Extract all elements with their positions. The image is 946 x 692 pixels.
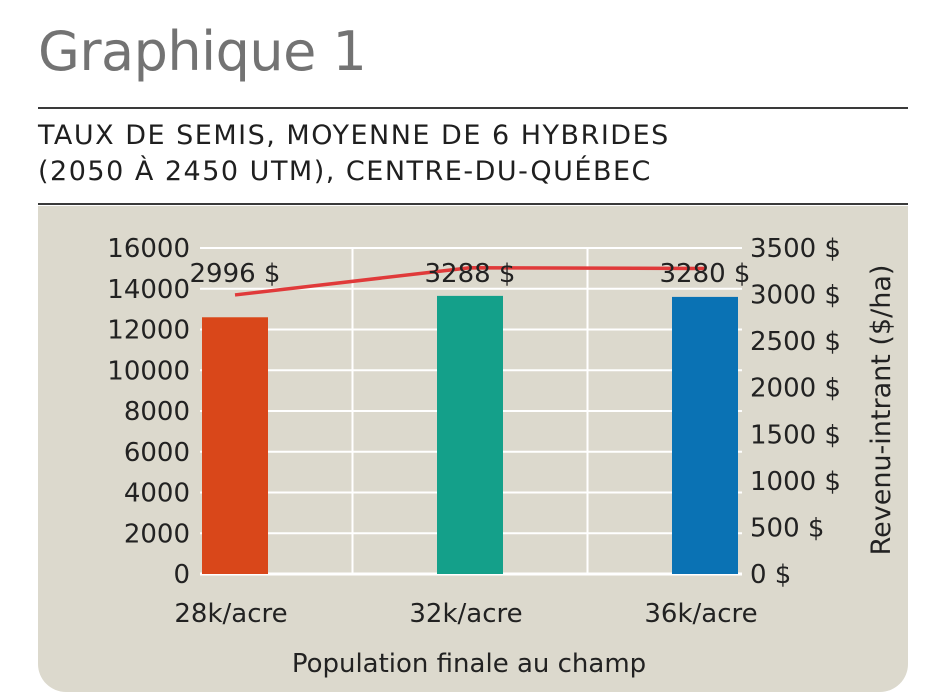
top-rule — [38, 107, 908, 109]
left-tick-label: 16000 — [107, 234, 190, 264]
category-label-2: 32k/acre — [409, 599, 522, 629]
right-axis-label: Revenu-intrant ($/ha) — [866, 265, 897, 556]
x-axis-label: Population finale au champ — [292, 649, 646, 679]
left-axis-ticks: 0 2000 4000 6000 8000 10000 12000 14000 16000 — [107, 234, 190, 590]
left-tick-label: 0 — [173, 560, 190, 590]
subtitle-line-1: TAUX DE SEMIS, MOYENNE DE 6 HYBRIDES — [38, 120, 670, 151]
chart-heading: Graphique 1 — [38, 20, 367, 83]
bottom-rule — [38, 203, 908, 205]
subtitle-line-2: (2050 À 2450 UTM), CENTRE-DU-QUÉBEC — [38, 156, 652, 187]
bars — [202, 295, 738, 574]
bar-3 — [672, 296, 738, 574]
right-tick-label: 1500 $ — [750, 420, 841, 450]
right-tick-label: 3500 $ — [750, 234, 841, 264]
right-tick-label: 2500 $ — [750, 327, 841, 357]
left-tick-label: 8000 — [124, 397, 190, 427]
category-label-3: 36k/acre — [644, 599, 757, 629]
revenue-line-path — [234, 265, 706, 297]
bar-2 — [437, 295, 503, 574]
category-label-1: 28k/acre — [174, 599, 287, 629]
left-tick-label: 4000 — [124, 479, 190, 509]
left-tick-label: 12000 — [107, 316, 190, 346]
right-tick-label: 3000 $ — [750, 281, 841, 311]
line-data-label-2: 3288 $ — [425, 259, 516, 289]
chart-subtitle: TAUX DE SEMIS, MOYENNE DE 6 HYBRIDES (20… — [38, 118, 670, 190]
right-tick-label: 0 $ — [750, 560, 791, 590]
left-tick-label: 14000 — [107, 275, 190, 305]
left-tick-label: 6000 — [124, 438, 190, 468]
category-labels: 28k/acre 32k/acre 36k/acre — [174, 599, 757, 629]
line-data-label-3: 3280 $ — [660, 259, 751, 289]
right-tick-label: 1000 $ — [750, 467, 841, 497]
right-tick-label: 500 $ — [750, 513, 824, 543]
left-tick-label: 2000 — [124, 519, 190, 549]
bar-1 — [202, 317, 268, 574]
line-data-label-1: 2996 $ — [190, 259, 281, 289]
left-tick-label: 10000 — [107, 356, 190, 386]
right-axis-ticks: 0 $ 500 $ 1000 $ 1500 $ 2000 $ 2500 $ 3000 $ 35… — [750, 234, 841, 590]
revenue-line: 2996 $ 3288 $ 3280 $ — [190, 259, 751, 297]
right-tick-label: 2000 $ — [750, 374, 841, 404]
